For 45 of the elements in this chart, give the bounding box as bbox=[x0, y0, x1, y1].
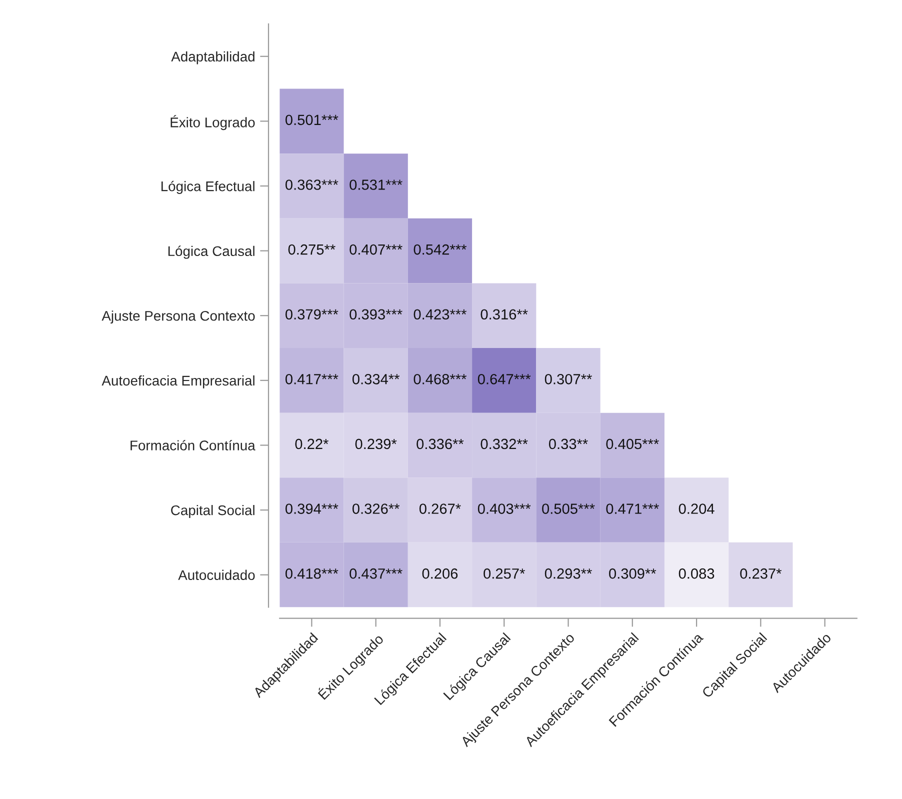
data-label: 0.326** bbox=[352, 504, 400, 514]
data-label: 0.083 bbox=[678, 568, 714, 579]
data-label: 0.22* bbox=[295, 438, 328, 450]
y-tick-label: Éxito Logrado bbox=[170, 115, 255, 130]
y-tick-label: Adaptabilidad bbox=[171, 51, 254, 64]
data-label: 0.206 bbox=[422, 568, 458, 579]
data-label: 0.316** bbox=[480, 309, 528, 320]
data-label: 0.267* bbox=[419, 504, 461, 514]
data-label: 0.332** bbox=[480, 438, 528, 450]
data-label: 0.334** bbox=[352, 374, 400, 384]
data-label: 0.393*** bbox=[350, 309, 402, 320]
data-label: 0.204 bbox=[678, 504, 714, 514]
data-label: 0.33** bbox=[548, 438, 588, 450]
y-tick-label: Autocuidado bbox=[178, 570, 255, 580]
data-label: 0.237* bbox=[740, 568, 782, 579]
data-label: 0.379*** bbox=[286, 309, 338, 320]
data-label: 0.403*** bbox=[478, 504, 531, 514]
data-label: 0.471*** bbox=[606, 504, 659, 514]
data-label: 0.239* bbox=[355, 438, 397, 450]
data-label: 0.417*** bbox=[286, 374, 338, 384]
y-tick-label: Capital Social bbox=[171, 504, 254, 518]
data-label: 0.468*** bbox=[414, 374, 467, 384]
data-label: 0.407*** bbox=[350, 244, 402, 255]
data-label: 0.418*** bbox=[286, 568, 338, 579]
data-label: 0.363*** bbox=[286, 180, 338, 190]
data-label: 0.293** bbox=[544, 568, 592, 579]
y-tick-label: Ajuste Persona Contexto bbox=[102, 310, 255, 324]
data-label: 0.336** bbox=[416, 438, 464, 450]
y-tick-label: Autoeficacia Empresarial bbox=[102, 375, 254, 388]
data-label: 0.437*** bbox=[350, 568, 402, 579]
data-label: 0.257* bbox=[484, 568, 525, 579]
data-label: 0.542*** bbox=[414, 244, 467, 255]
data-label: 0.423*** bbox=[414, 309, 467, 320]
data-label: 0.307** bbox=[544, 374, 592, 384]
data-label: 0.309** bbox=[609, 568, 656, 579]
data-label: 0.275** bbox=[288, 244, 336, 255]
y-tick-label: Lógica Causal bbox=[168, 246, 254, 259]
data-label: 0.501*** bbox=[286, 114, 338, 126]
data-label: 0.394*** bbox=[286, 504, 338, 514]
y-tick-label: Formación Contínua bbox=[130, 440, 256, 450]
data-label: 0.405*** bbox=[606, 438, 659, 450]
data-label: 0.647*** bbox=[478, 374, 531, 384]
data-label: 0.531*** bbox=[350, 180, 402, 190]
data-label: 0.505*** bbox=[542, 504, 595, 514]
y-tick-label: Lógica Efectual bbox=[161, 180, 254, 194]
